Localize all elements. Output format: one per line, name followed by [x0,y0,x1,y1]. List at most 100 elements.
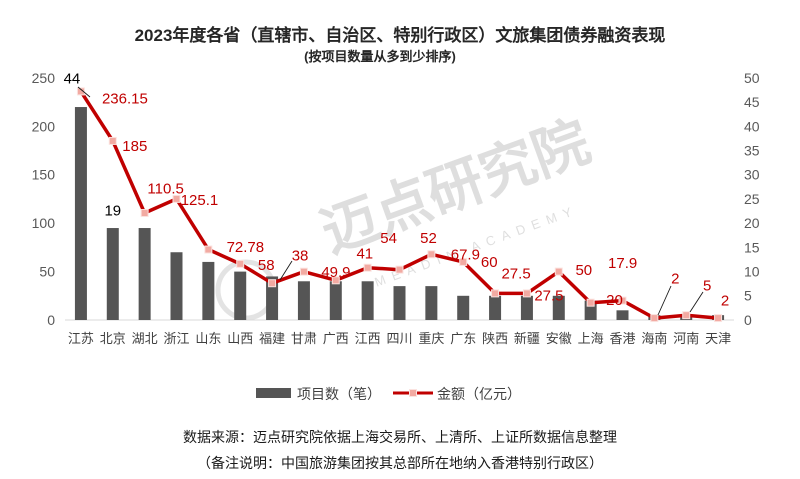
line-point [299,267,308,276]
bar-data-labels: 44 19 [64,70,122,219]
bar [170,252,183,320]
line-data-label: 17.9 [608,255,637,272]
line-point [331,276,340,285]
bar [234,271,247,320]
line-point [363,263,372,272]
line-point [586,298,595,307]
line-data-label: 27.5 [501,266,530,283]
bar [520,295,533,320]
line-data-label: 125.1 [181,192,219,209]
line-data-label: 58 [258,257,275,274]
bar [393,286,406,320]
y-tick-label-right: 15 [744,239,760,255]
line-data-label: 38 [292,247,309,264]
y-tick-label-right: 45 [744,94,760,110]
line-markers [76,87,723,323]
line-data-label: 52 [420,230,437,247]
line-point [140,209,149,218]
leader-line [657,285,672,316]
x-tick-label: 香港 [609,331,635,346]
bar [106,228,119,320]
bar [266,276,279,320]
y-axis-right: 0 5 10 15 20 25 30 35 40 45 50 [744,70,760,328]
x-tick-label: 四川 [386,331,412,346]
y-tick-label-right: 50 [744,70,760,86]
line-data-label: 236.15 [102,91,148,108]
line-data-label: 185 [122,138,147,155]
x-tick-label: 湖北 [132,331,158,346]
x-tick-label: 上海 [578,331,604,346]
line-data-label: 60 [481,254,498,271]
line-point [618,296,627,305]
bar-data-label: 19 [104,202,121,219]
line-data-label: 54 [380,230,397,247]
line-data-label: 20 [606,292,623,309]
y-tick-label-right: 5 [744,288,752,304]
bar [457,295,470,320]
leader-lines [77,86,704,316]
y-tick-label-right: 10 [744,264,760,280]
leader-line [279,260,293,281]
legend-swatch-line [393,389,433,397]
bar [616,310,629,320]
x-tick-label: 山东 [195,331,221,346]
bar-data-label: 44 [64,70,81,87]
bar [425,286,438,320]
line-data-label: 2 [721,292,729,309]
line-point [236,259,245,268]
bar [329,281,342,320]
data-source-note: 数据来源：迈点研究院依据上海交易所、上清所、上证所数据信息整理 [183,429,617,445]
bar [552,295,565,320]
leader-line [689,291,704,313]
x-tick-label: 重庆 [418,331,444,346]
line-point [714,314,723,323]
y-tick-label-right: 20 [744,215,760,231]
x-tick-label: 浙江 [163,331,189,346]
line-point [108,136,117,145]
x-axis: 江苏 北京 湖北 浙江 山东 山西 福建 甘肃 广西 江西 四川 重庆 广东 陕西 新疆 安徽 上海 香港 海南 河南… [68,331,731,346]
chart-subtitle: (按项目数量从多到少排序) [304,49,456,64]
x-tick-label: 安徽 [546,331,572,346]
x-tick-label: 广西 [323,331,349,346]
bar [202,261,215,320]
x-tick-label: 江苏 [68,331,94,346]
y-tick-label-right: 30 [744,167,760,183]
line-data-label: 72.78 [227,239,265,256]
y-tick-label-left: 100 [32,215,56,231]
line-point [76,87,85,96]
bar [297,281,310,320]
x-tick-label: 河南 [673,331,699,346]
line-data-label: 50 [575,262,592,279]
y-axis-left: 0 50 100 150 200 250 [32,70,56,328]
bar [74,107,87,320]
watermark-text-cn: 迈点研究院 [313,109,598,264]
leader-line [77,86,91,98]
line-point [427,250,436,259]
y-tick-label-left: 150 [32,167,56,183]
x-tick-label: 天津 [705,331,731,346]
line-point [554,267,563,276]
bar [489,295,502,320]
line-point [172,194,181,203]
x-tick-label: 广东 [450,331,476,346]
x-tick-label: 新疆 [514,331,540,346]
y-tick-label-left: 50 [39,264,55,280]
line-data-label: 49.9 [321,264,350,281]
line-point [268,279,277,288]
bar [138,228,151,320]
x-tick-label: 陕西 [482,331,508,346]
line-data-label: 110.5 [147,180,183,197]
legend-label-amount: 金额（亿元） [437,386,521,402]
line-point [522,289,531,298]
x-tick-label: 北京 [100,331,126,346]
line-data-label: 67.9 [451,247,480,264]
y-tick-label-right: 0 [744,312,752,328]
y-tick-label-right: 40 [744,118,760,134]
line-point [395,265,404,274]
line-data-label: 41 [356,246,373,263]
chart-title: 2023年度各省（直辖市、自治区、特别行政区）文旅集团债券融资表现 [134,26,666,45]
line-data-label: 2 [671,270,679,287]
